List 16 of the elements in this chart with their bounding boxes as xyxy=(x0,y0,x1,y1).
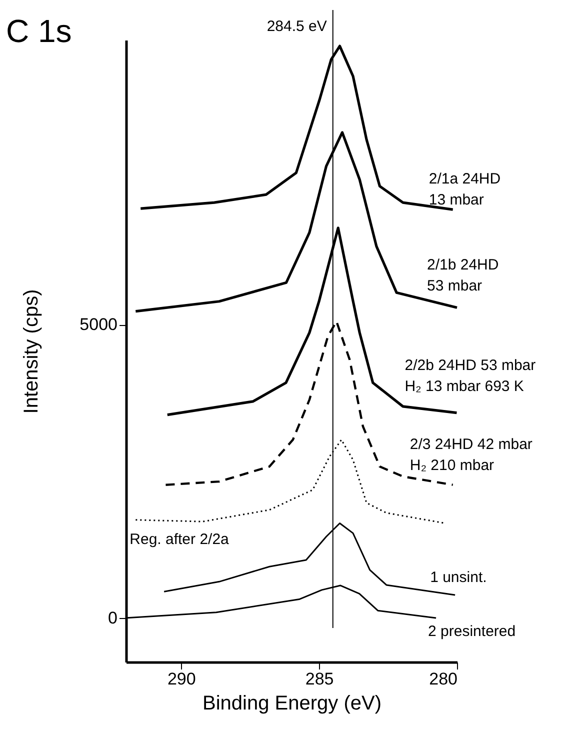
x-tick-label: 285 xyxy=(305,670,334,688)
x-tick-label: 280 xyxy=(429,670,458,688)
y-tick-label: 0 xyxy=(108,608,118,628)
series-label: 2/1b 24HD 53 mbar xyxy=(427,256,499,295)
series-label: 2/1a 24HD 13 mbar xyxy=(428,170,501,209)
chart-title: C 1s xyxy=(6,13,72,49)
series-label: 2/3 24HD 42 mbar H₂ 210 mbar xyxy=(410,436,532,474)
ref-line-label: 284.5 eV xyxy=(266,18,327,35)
series-label: Reg. after 2/2a xyxy=(130,530,230,548)
x-tick-label: 290 xyxy=(167,670,196,688)
series-label: 2/2b 24HD 53 mbar H₂ 13 mbar 693 K xyxy=(404,356,536,395)
x-axis-title: Binding Energy (eV) xyxy=(202,692,382,714)
series-label: 2 presintered xyxy=(428,622,516,640)
series-label: 1 unsint. xyxy=(430,568,487,586)
y-tick-label: 5000 xyxy=(80,315,118,334)
y-axis-title: Intensity (cps) xyxy=(20,289,43,414)
